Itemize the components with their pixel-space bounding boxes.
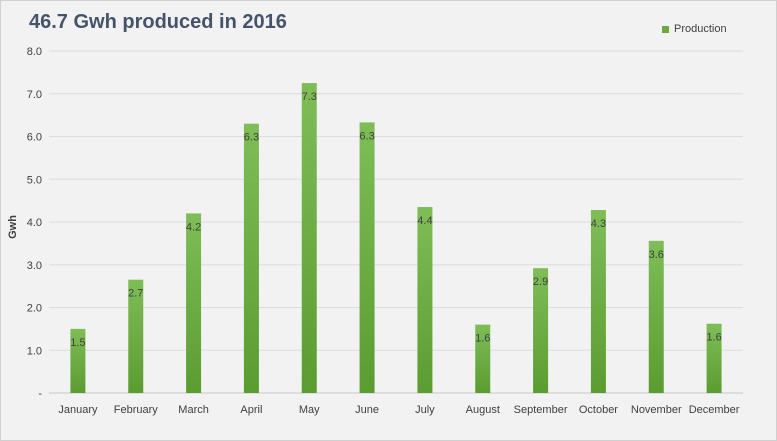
y-tick-label: 1.0 (27, 345, 42, 357)
data-label-january: 1.5 (70, 337, 85, 349)
legend-label-production: Production (674, 23, 727, 35)
x-tick-label-january: January (58, 404, 98, 416)
x-tick-label-february: February (114, 404, 159, 416)
y-tick-label: 4.0 (27, 217, 42, 229)
data-label-november: 3.6 (649, 249, 664, 261)
data-label-march: 4.2 (186, 221, 201, 233)
bar-november (648, 240, 664, 393)
bar-september (533, 268, 549, 393)
data-label-december: 1.6 (706, 332, 721, 344)
data-label-february: 2.7 (128, 288, 143, 300)
y-axis-label: Gwh (7, 215, 19, 239)
bar-may (301, 83, 317, 393)
chart-title: 46.7 Gwh produced in 2016 (29, 11, 287, 33)
data-label-april: 6.3 (244, 132, 259, 144)
data-label-july: 4.4 (417, 215, 432, 227)
legend: Production (662, 23, 727, 35)
x-tick-label-september: September (514, 404, 568, 416)
y-tick-label: 6.0 (27, 132, 42, 144)
legend-swatch-production (662, 25, 669, 33)
data-label-june: 6.3 (359, 130, 374, 142)
x-tick-label-august: August (466, 404, 500, 416)
bar-march (186, 213, 202, 393)
bar-july (417, 207, 433, 393)
y-tick-label: 8.0 (27, 46, 42, 58)
data-label-august: 1.6 (475, 333, 490, 345)
y-tick-label: 2.0 (27, 303, 42, 315)
bar-april (243, 123, 259, 394)
y-tick-label: 3.0 (27, 260, 42, 272)
bar-august (475, 324, 491, 393)
data-label-may: 7.3 (302, 91, 317, 103)
bar-october (590, 210, 606, 393)
y-tick-label: 5.0 (27, 174, 42, 186)
bar-june (359, 122, 375, 393)
bar-january (70, 328, 86, 393)
x-tick-label-december: December (689, 404, 740, 416)
bar-december (706, 323, 722, 393)
x-tick-label-november: November (631, 404, 682, 416)
x-tick-label-march: March (178, 404, 209, 416)
x-tick-label-october: October (579, 404, 618, 416)
data-label-october: 4.3 (591, 218, 606, 230)
x-tick-label-june: June (355, 404, 379, 416)
y-tick-label: - (38, 388, 42, 400)
x-tick-label-july: July (415, 404, 435, 416)
bar-february (128, 279, 144, 393)
y-tick-label: 7.0 (27, 89, 42, 101)
x-tick-label-april: April (240, 404, 262, 416)
x-tick-label-may: May (299, 404, 320, 416)
data-label-september: 2.9 (533, 276, 548, 288)
